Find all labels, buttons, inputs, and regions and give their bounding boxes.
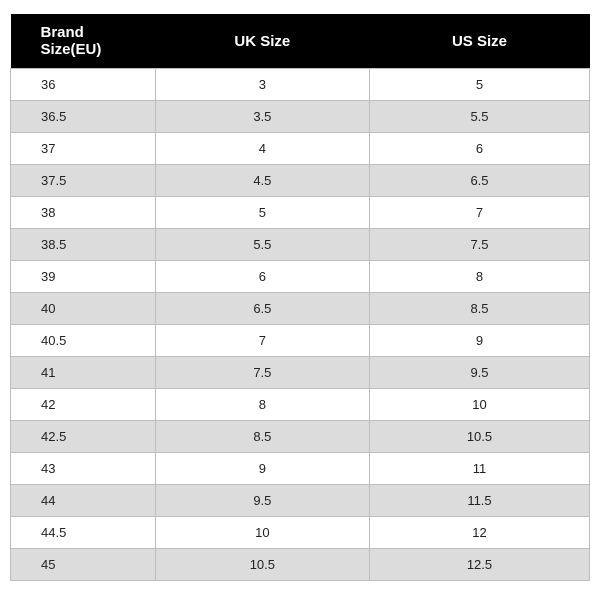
cell-eu: 37.5 bbox=[11, 165, 156, 197]
table-row: 40 6.5 8.5 bbox=[11, 293, 590, 325]
cell-us: 9 bbox=[369, 325, 589, 357]
table-row: 44 9.5 11.5 bbox=[11, 485, 590, 517]
cell-us: 12 bbox=[369, 517, 589, 549]
table-body: 36 3 5 36.5 3.5 5.5 37 4 6 37.5 4.5 6.5 … bbox=[11, 69, 590, 581]
col-header-eu: Brand Size(EU) bbox=[11, 14, 156, 69]
cell-uk: 5 bbox=[155, 197, 369, 229]
cell-eu: 36 bbox=[11, 69, 156, 101]
cell-uk: 10 bbox=[155, 517, 369, 549]
cell-uk: 3 bbox=[155, 69, 369, 101]
cell-eu: 45 bbox=[11, 549, 156, 581]
cell-uk: 10.5 bbox=[155, 549, 369, 581]
cell-eu: 41 bbox=[11, 357, 156, 389]
table-row: 42 8 10 bbox=[11, 389, 590, 421]
cell-eu: 38.5 bbox=[11, 229, 156, 261]
cell-eu: 44 bbox=[11, 485, 156, 517]
cell-uk: 4.5 bbox=[155, 165, 369, 197]
cell-eu: 44.5 bbox=[11, 517, 156, 549]
cell-uk: 5.5 bbox=[155, 229, 369, 261]
cell-us: 11 bbox=[369, 453, 589, 485]
cell-us: 10.5 bbox=[369, 421, 589, 453]
cell-us: 6.5 bbox=[369, 165, 589, 197]
header-row: Brand Size(EU) UK Size US Size bbox=[11, 14, 590, 69]
col-header-us: US Size bbox=[369, 14, 589, 69]
table-row: 43 9 11 bbox=[11, 453, 590, 485]
cell-uk: 7 bbox=[155, 325, 369, 357]
table-row: 40.5 7 9 bbox=[11, 325, 590, 357]
cell-us: 7 bbox=[369, 197, 589, 229]
cell-us: 5.5 bbox=[369, 101, 589, 133]
cell-eu: 40.5 bbox=[11, 325, 156, 357]
cell-uk: 4 bbox=[155, 133, 369, 165]
cell-uk: 3.5 bbox=[155, 101, 369, 133]
table-row: 36 3 5 bbox=[11, 69, 590, 101]
table-row: 38 5 7 bbox=[11, 197, 590, 229]
cell-uk: 6.5 bbox=[155, 293, 369, 325]
table-row: 39 6 8 bbox=[11, 261, 590, 293]
cell-us: 11.5 bbox=[369, 485, 589, 517]
cell-eu: 42.5 bbox=[11, 421, 156, 453]
cell-eu: 40 bbox=[11, 293, 156, 325]
table-row: 45 10.5 12.5 bbox=[11, 549, 590, 581]
cell-uk: 8 bbox=[155, 389, 369, 421]
table-row: 44.5 10 12 bbox=[11, 517, 590, 549]
cell-us: 8.5 bbox=[369, 293, 589, 325]
size-chart-table: Brand Size(EU) UK Size US Size 36 3 5 36… bbox=[10, 14, 590, 581]
col-header-uk: UK Size bbox=[155, 14, 369, 69]
cell-eu: 42 bbox=[11, 389, 156, 421]
cell-eu: 38 bbox=[11, 197, 156, 229]
table-row: 37.5 4.5 6.5 bbox=[11, 165, 590, 197]
table-row: 36.5 3.5 5.5 bbox=[11, 101, 590, 133]
cell-us: 5 bbox=[369, 69, 589, 101]
cell-uk: 6 bbox=[155, 261, 369, 293]
table-row: 42.5 8.5 10.5 bbox=[11, 421, 590, 453]
table-row: 38.5 5.5 7.5 bbox=[11, 229, 590, 261]
cell-us: 8 bbox=[369, 261, 589, 293]
cell-eu: 37 bbox=[11, 133, 156, 165]
cell-eu: 36.5 bbox=[11, 101, 156, 133]
cell-us: 12.5 bbox=[369, 549, 589, 581]
cell-uk: 9 bbox=[155, 453, 369, 485]
table-row: 37 4 6 bbox=[11, 133, 590, 165]
cell-eu: 43 bbox=[11, 453, 156, 485]
cell-us: 10 bbox=[369, 389, 589, 421]
cell-us: 7.5 bbox=[369, 229, 589, 261]
cell-us: 9.5 bbox=[369, 357, 589, 389]
cell-uk: 9.5 bbox=[155, 485, 369, 517]
cell-uk: 7.5 bbox=[155, 357, 369, 389]
cell-uk: 8.5 bbox=[155, 421, 369, 453]
table-row: 41 7.5 9.5 bbox=[11, 357, 590, 389]
cell-eu: 39 bbox=[11, 261, 156, 293]
cell-us: 6 bbox=[369, 133, 589, 165]
